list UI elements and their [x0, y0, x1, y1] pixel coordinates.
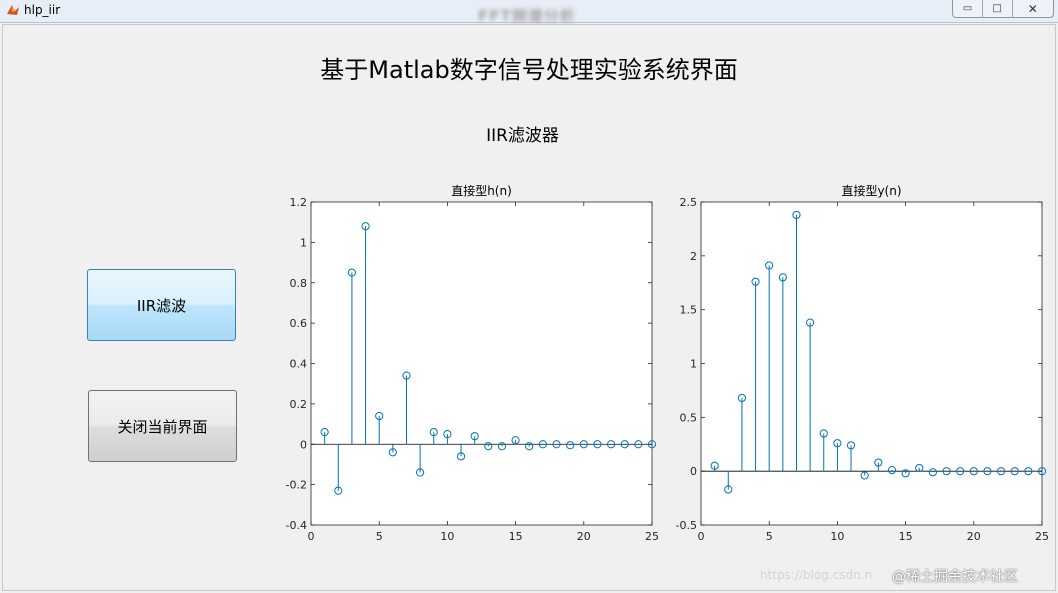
chart2-x-tick-label: 25 — [1035, 530, 1049, 543]
chart2-stem-marker — [792, 210, 801, 220]
chart1-stem-marker — [634, 440, 643, 449]
chart2-stem-marker — [846, 441, 856, 450]
chart2-stem-marker — [901, 469, 910, 478]
chart1-stem-marker — [647, 440, 657, 449]
chart1-stem-marker — [579, 440, 588, 449]
chart2-y-tick-label: 2 — [690, 250, 697, 263]
chart2-stem-marker — [833, 439, 842, 448]
chart1-stem-marker — [334, 486, 343, 495]
matlab-icon — [7, 5, 19, 15]
minimize-button[interactable]: ▭ — [953, 0, 983, 17]
chart1-stem-marker — [361, 222, 370, 231]
chart1-y-tick-label: 0.2 — [290, 398, 308, 411]
chart1-stem-marker — [347, 268, 357, 277]
chart1-x-tick-label: 15 — [509, 530, 523, 543]
chart1-y-tick-label: 0.6 — [290, 317, 308, 330]
chart2-stem-marker — [724, 485, 733, 494]
chart2-y-tick-label: 0.5 — [680, 411, 698, 424]
page-subtitle: IIR滤波器 — [486, 126, 559, 146]
chart1-stem-marker — [606, 440, 616, 449]
chart1-stem-marker — [375, 411, 384, 421]
chart1-x-tick-label: 0 — [308, 530, 315, 543]
chart2-plot-area — [700, 201, 1043, 526]
chart2-stem-marker — [1024, 467, 1033, 476]
chart2-stem-marker — [1037, 467, 1047, 476]
chart1-stem-marker — [484, 442, 493, 451]
chart1-stem-marker — [552, 440, 561, 449]
chart2-y-tick-label: -0.5 — [676, 519, 697, 532]
chart2-y-tick-label: 1 — [690, 358, 697, 371]
chart2-stem-marker — [956, 467, 965, 476]
chart1-stem-marker — [511, 436, 520, 445]
chart1-y-tick-label: 0 — [300, 438, 307, 451]
chart1-y-tick-label: 0.8 — [290, 277, 308, 290]
chart2-stem-marker — [942, 467, 951, 476]
close-interface-button[interactable]: 关闭当前界面 — [88, 390, 237, 462]
window-title: hlp_iir — [24, 3, 61, 17]
chart2-y-tick-label: 2.5 — [680, 196, 698, 209]
chart2-y-tick-label: 1.5 — [680, 304, 698, 317]
chart1-stem-marker — [538, 440, 547, 449]
chart2-x-tick-label: 0 — [698, 530, 705, 543]
chart2-title: 直接型y(n) — [841, 183, 901, 198]
window-titlebar: hlp_iir FFT频谱分析 ▭ □ ✕ — [0, 0, 1058, 25]
chart2-stem-marker — [765, 261, 774, 270]
chart1-x-tick-label: 5 — [376, 530, 383, 543]
chart1-stem-marker — [566, 441, 575, 450]
chart1-stem-marker — [456, 452, 466, 461]
chart2-x-tick-label: 20 — [967, 530, 981, 543]
chart2-stem-marker — [710, 461, 719, 470]
chart1-stem-marker — [525, 442, 534, 451]
chart2-stem-marker — [969, 467, 978, 476]
close-window-button[interactable]: ✕ — [1027, 1, 1038, 16]
chart1-stem-marker — [429, 428, 438, 437]
chart2-x-tick-label: 15 — [899, 530, 913, 543]
chart1-stem-marker — [620, 440, 629, 449]
chart2-stem-marker — [874, 458, 883, 467]
window-controls: ▭ □ ✕ — [952, 0, 1054, 18]
chart2-x-tick-label: 10 — [830, 530, 844, 543]
chart1-title: 直接型h(n) — [451, 183, 512, 198]
chart2-stem-marker — [1010, 467, 1019, 476]
watermark-url: https://blog.csdn.n — [760, 568, 873, 582]
page-title: 基于Matlab数字信号处理实验系统界面 — [320, 56, 738, 84]
chart1-stem-marker — [402, 371, 411, 380]
chart1-x-tick-label: 20 — [577, 530, 591, 543]
chart2-stem-marker — [751, 277, 760, 286]
chart2-stem-marker — [887, 465, 897, 475]
chart1-x-tick-label: 10 — [440, 530, 454, 543]
chart1-stem-marker — [320, 428, 329, 437]
blurred-window-caption: FFT频谱分析 — [478, 7, 576, 25]
chart1-y-tick-label: -0.4 — [286, 519, 307, 532]
chart2-stem-marker — [983, 467, 992, 476]
chart1-y-tick-label: -0.2 — [286, 479, 307, 492]
chart2-stem-marker — [915, 463, 924, 473]
chart2-stem-marker — [737, 393, 747, 403]
chart2-stem-marker — [860, 471, 869, 480]
chart1-plot-area — [310, 201, 653, 526]
chart2-y-tick-label: 0 — [690, 465, 697, 478]
chart1-x-tick-label: 25 — [645, 530, 659, 543]
chart1-stem-marker — [443, 430, 452, 439]
chart1-stem-marker — [388, 448, 397, 457]
chart2-stem-marker — [806, 318, 815, 327]
chart1-stem-marker — [470, 432, 479, 441]
iir-filter-button[interactable]: IIR滤波 — [87, 269, 236, 341]
chart1-stem-marker — [416, 468, 425, 477]
chart2-x-tick-label: 5 — [766, 530, 773, 543]
watermark-text: @稀土掘金技术社区 — [892, 569, 1018, 585]
chart2-stem-marker — [778, 273, 787, 282]
chart1-y-tick-label: 1 — [300, 236, 307, 249]
chart2-stem-marker — [819, 429, 828, 438]
chart1-y-tick-label: 1.2 — [290, 196, 308, 209]
chart1-stem-marker — [593, 440, 602, 449]
chart2-stem-marker — [996, 467, 1006, 476]
chart1-stem-marker — [497, 442, 507, 451]
chart2-stem-marker — [928, 468, 937, 477]
maximize-button[interactable]: □ — [983, 0, 1013, 17]
chart1-y-tick-label: 0.4 — [290, 358, 308, 371]
